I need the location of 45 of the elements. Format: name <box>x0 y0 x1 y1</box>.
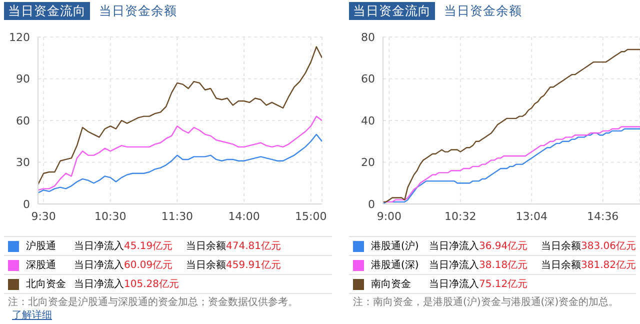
y-tick-label: 0 <box>368 198 375 211</box>
y-tick-label: 120 <box>9 30 30 44</box>
line-series <box>38 134 322 194</box>
y-tick-label: 60 <box>16 114 30 128</box>
legend-label: 港股通(深) <box>371 258 420 272</box>
text: 当日余额474.81亿元 <box>186 241 281 252</box>
y-tick-label: 90 <box>16 72 30 86</box>
legend-label: 港股通(沪) <box>371 240 420 253</box>
x-tick-label: 13:04 <box>516 210 548 223</box>
text: 当日净流入75.12亿元 <box>429 279 528 290</box>
text: 当日净流入60.09亿元 <box>74 260 173 271</box>
text: 当日余额383.06亿元 <box>541 241 636 252</box>
text: 当日净流入105.28亿元 <box>74 279 179 290</box>
line-series <box>38 116 322 191</box>
legend-label: 南向资金 <box>371 278 412 291</box>
chart-title: 当日资金流向 <box>349 2 435 20</box>
y-tick-label: 80 <box>361 30 375 44</box>
text: 当日余额381.82亿元 <box>541 260 636 271</box>
y-tick-label: 20 <box>361 156 375 170</box>
x-tick-label: 14:00 <box>228 210 260 223</box>
text: 注：北向资金是沪股通与深股通的资金加总；资金数据仅供参考。 <box>8 297 298 308</box>
text: 当日净流入45.19亿元 <box>74 241 173 252</box>
x-tick-label: 10:32 <box>444 210 476 223</box>
y-tick-label: 0 <box>23 198 30 211</box>
legend-label: 深股通 <box>26 258 57 272</box>
text: 注：南向资金，是港股通(沪)资金与港股通(深)资金的加总。 <box>353 297 619 308</box>
line-series <box>38 46 322 186</box>
y-tick-label: 60 <box>361 72 375 86</box>
text: 当日净流入38.18亿元 <box>429 260 528 271</box>
chart-subtitle: 当日资金余额 <box>444 3 522 19</box>
text: 了解详细 <box>12 309 52 322</box>
y-tick-label: 40 <box>361 114 375 128</box>
x-tick-label: 9:00 <box>376 210 402 223</box>
y-tick-label: 30 <box>16 156 30 170</box>
text: 当日净流入36.94亿元 <box>429 241 528 252</box>
chart-title: 当日资金流向 <box>4 2 90 20</box>
x-tick-label: 9:30 <box>31 210 56 223</box>
legend-label: 北向资金 <box>26 278 67 291</box>
x-tick-label: 11:30 <box>161 210 194 223</box>
x-tick-label: 15:00 <box>295 210 327 223</box>
x-tick-label: 14:36 <box>586 210 619 223</box>
x-tick-label: 10:30 <box>94 210 126 223</box>
legend-label: 沪股通 <box>26 240 57 253</box>
text: 当日余额459.91亿元 <box>186 260 281 271</box>
chart-subtitle: 当日资金余额 <box>99 3 177 19</box>
